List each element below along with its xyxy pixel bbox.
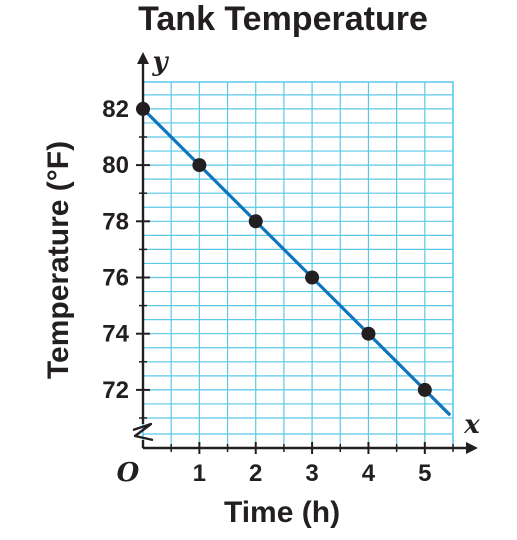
x-tick-label: 2 bbox=[249, 460, 262, 487]
y-tick-label: 82 bbox=[102, 96, 129, 123]
y-tick-label: 80 bbox=[102, 152, 129, 179]
y-axis-variable: y bbox=[151, 47, 169, 77]
x-axis-title: Time (h) bbox=[224, 496, 340, 529]
y-axis-title: Temperature (°F) bbox=[42, 141, 75, 379]
data-point bbox=[305, 270, 320, 285]
axis-break-symbol bbox=[132, 422, 154, 442]
y-tick-label: 78 bbox=[102, 208, 129, 235]
axes bbox=[132, 52, 478, 454]
trend-line bbox=[141, 107, 452, 417]
y-axis-arrow bbox=[137, 52, 149, 64]
x-tick-label: 5 bbox=[418, 460, 431, 487]
origin-label: O bbox=[117, 458, 140, 488]
data-point bbox=[417, 382, 432, 397]
x-tick-label: 3 bbox=[305, 460, 318, 487]
data-point bbox=[192, 158, 207, 173]
data-marks bbox=[136, 101, 452, 417]
chart-title: Tank Temperature bbox=[138, 0, 428, 38]
x-axis-variable: x bbox=[463, 410, 480, 440]
x-tick-label: 4 bbox=[362, 460, 376, 487]
y-tick-label: 76 bbox=[102, 265, 129, 292]
grid bbox=[142, 81, 454, 449]
x-axis-arrow bbox=[466, 442, 478, 454]
data-point bbox=[361, 326, 376, 341]
y-tick-label: 72 bbox=[102, 377, 129, 404]
data-point bbox=[136, 101, 150, 116]
ticks: 1 2 3 4 5 72 74 76 78 80 82 bbox=[102, 96, 454, 487]
y-tick-label: 74 bbox=[102, 321, 129, 348]
data-point bbox=[248, 214, 263, 229]
x-tick-label: 1 bbox=[193, 460, 206, 487]
